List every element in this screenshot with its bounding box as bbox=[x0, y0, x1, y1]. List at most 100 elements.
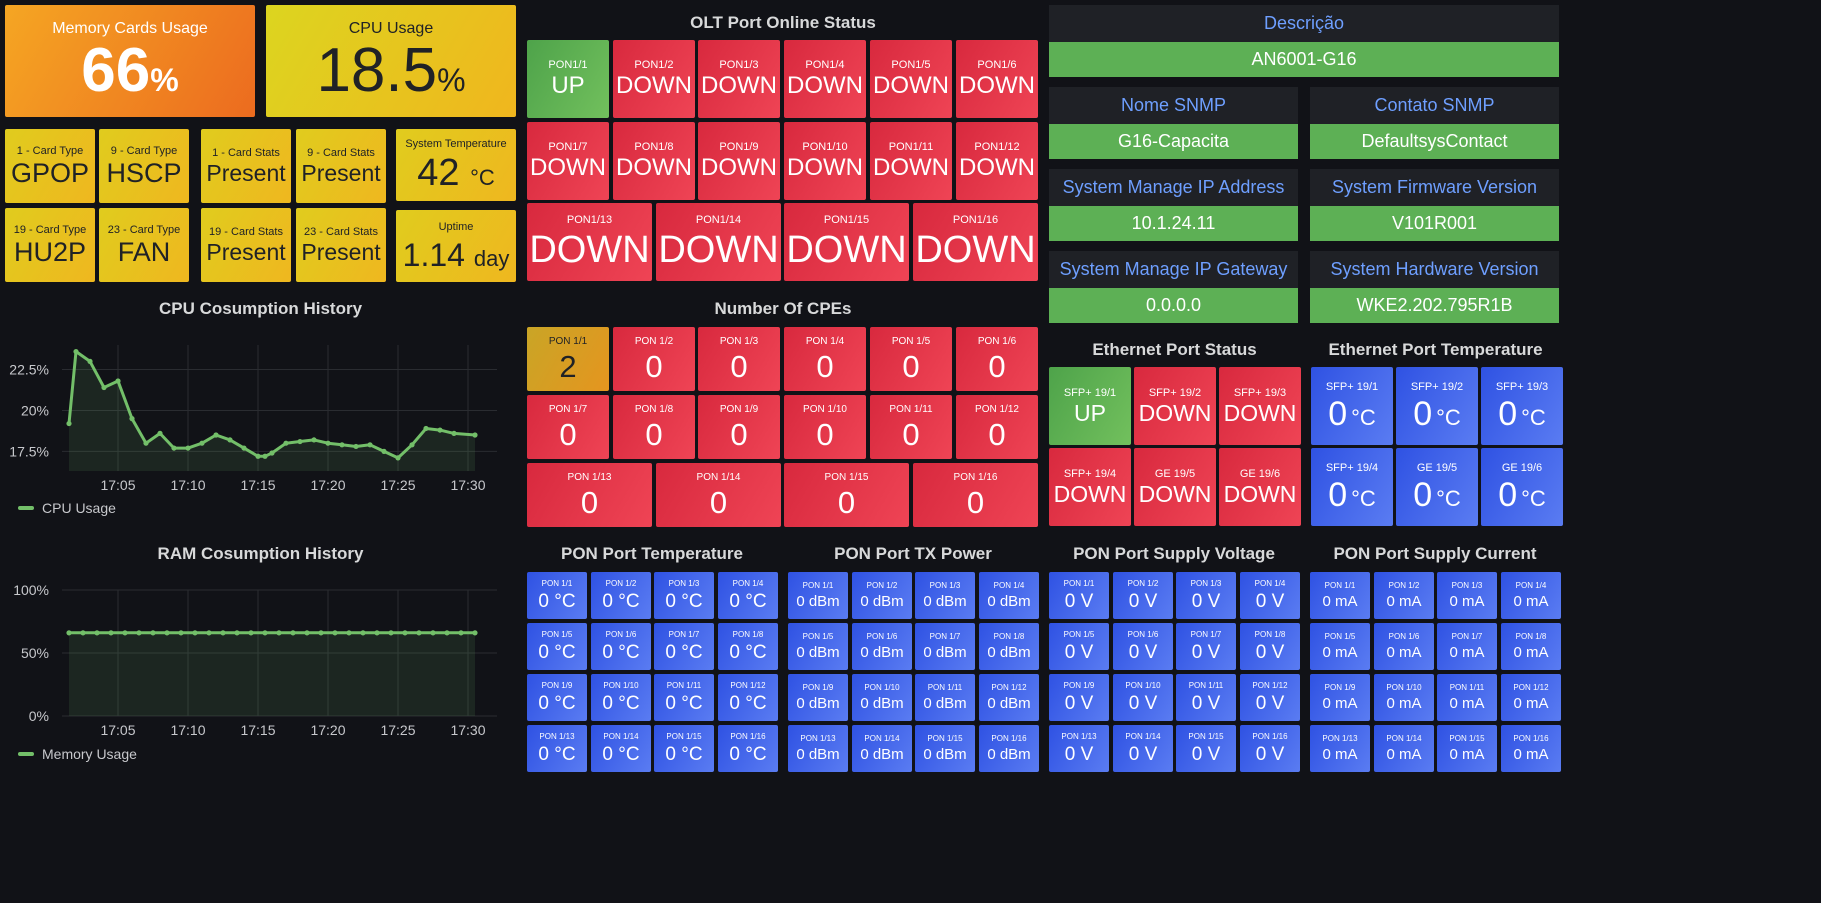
firmware-value: V101R001 bbox=[1310, 206, 1559, 241]
cpu-chart-point-23 bbox=[367, 442, 373, 448]
cpe-port-2-value: 0 bbox=[645, 351, 662, 382]
ram-chart-point-27 bbox=[444, 630, 450, 636]
eth-port-4-number: DOWN bbox=[1053, 480, 1127, 507]
pon-metric-2-9: PON 1/9 0 V bbox=[1049, 674, 1109, 721]
pon-metric-2-2: PON 1/2 0 V bbox=[1113, 572, 1173, 619]
pon-metric-3-11: PON 1/11 0 mA bbox=[1437, 674, 1497, 721]
cpe-port-8-label: PON 1/8 bbox=[634, 403, 674, 415]
pon-metric-2-13: PON 1/13 0 V bbox=[1049, 725, 1109, 772]
olt-port-14: PON1/14 DOWN bbox=[656, 203, 781, 281]
cpe-port-7-number: 0 bbox=[559, 416, 577, 452]
cpe-port-10: PON 1/10 0 bbox=[784, 395, 866, 459]
cpe-port-15-value: 0 bbox=[838, 487, 855, 518]
manage-ip-label: System Manage IP Address bbox=[1049, 169, 1298, 206]
pon-metric-label: PON 1/11 bbox=[666, 681, 702, 690]
hardware-value: WKE2.202.795R1B bbox=[1310, 288, 1559, 323]
eth-temp-1-unit: °C bbox=[1351, 404, 1376, 430]
ram-chart-point-14 bbox=[262, 630, 268, 636]
eth-port-1-number: UP bbox=[1074, 399, 1106, 426]
ram-chart-x-tick-0: 17:05 bbox=[100, 722, 135, 738]
pon-metric-2-7: PON 1/7 0 V bbox=[1176, 623, 1236, 670]
cpe-port-13-label: PON 1/13 bbox=[567, 471, 612, 483]
olt-port-10-value: DOWN bbox=[787, 156, 863, 180]
pon-metric-value: 0 °C bbox=[729, 642, 767, 663]
eth-port-6-number: DOWN bbox=[1223, 480, 1297, 507]
cpe-port-4-label: PON 1/4 bbox=[805, 335, 845, 347]
olt-port-3-label: PON1/3 bbox=[719, 59, 759, 71]
cpu-chart-legend[interactable]: CPU Usage bbox=[18, 500, 116, 516]
pon-metric-label: PON 1/16 bbox=[1252, 732, 1288, 741]
pon-metric-value: 0 dBm bbox=[860, 746, 904, 763]
card-stats-1-number: Present bbox=[301, 159, 381, 186]
pon-metric-1-11: PON 1/11 0 dBm bbox=[915, 674, 975, 721]
cpe-port-10-label: PON 1/10 bbox=[803, 403, 847, 415]
cpu-consumption-chart[interactable]: 17:05 17:10 17:15 17:20 17:25 17:30 22.5% 20% 17… bbox=[0, 330, 521, 500]
cpe-port-6-value: 0 bbox=[988, 351, 1005, 382]
pon-metric-label: PON 1/13 bbox=[800, 734, 836, 743]
olt-port-14-number: DOWN bbox=[658, 229, 779, 271]
eth-port-1-value: UP bbox=[1074, 399, 1106, 426]
pon-metric-0-16: PON 1/16 0 °C bbox=[718, 725, 778, 772]
olt-port-15-value: DOWN bbox=[786, 231, 906, 269]
pon-metric-value: 0 dBm bbox=[987, 695, 1031, 712]
eth-temp-4-label: SFP+ 19/4 bbox=[1325, 461, 1379, 474]
eth-temp-5-value: 0 °C bbox=[1413, 478, 1461, 512]
pon-metric-value: 0 dBm bbox=[796, 644, 840, 661]
pon-metric-label: PON 1/6 bbox=[1127, 630, 1159, 639]
gateway-label: System Manage IP Gateway bbox=[1049, 251, 1298, 288]
ram-consumption-chart[interactable]: 17:05 17:10 17:15 17:20 17:25 17:30 100% 50% 0% bbox=[0, 575, 521, 745]
cpe-port-5-label: PON 1/5 bbox=[891, 335, 931, 347]
pon-metric-label: PON 1/16 bbox=[730, 732, 766, 741]
eth-temp-3-unit: °C bbox=[1521, 404, 1546, 430]
ram-chart-point-29 bbox=[472, 630, 478, 636]
eth-temp-1: SFP+ 19/1 0 °C bbox=[1311, 367, 1393, 445]
ram-chart-point-21 bbox=[360, 630, 366, 636]
olt-port-16: PON1/16 DOWN bbox=[913, 203, 1038, 281]
pon-metric-label: PON 1/8 bbox=[732, 630, 764, 639]
pon-metric-1-12: PON 1/12 0 dBm bbox=[979, 674, 1039, 721]
pon-metric-value: 0 dBm bbox=[796, 695, 840, 712]
cpe-port-11-value: 0 bbox=[902, 419, 919, 450]
pon-metric-1-14: PON 1/14 0 dBm bbox=[852, 725, 912, 772]
olt-port-1-label: PON1/1 bbox=[548, 59, 588, 71]
olt-port-5: PON1/5 DOWN bbox=[870, 40, 952, 118]
ram-chart-legend[interactable]: Memory Usage bbox=[18, 746, 137, 762]
pon-metric-label: PON 1/3 bbox=[1190, 579, 1222, 588]
olt-port-12-value: DOWN bbox=[959, 156, 1035, 180]
eth-temp-3: SFP+ 19/3 0 °C bbox=[1481, 367, 1563, 445]
eth-temp-4: SFP+ 19/4 0 °C bbox=[1311, 448, 1393, 526]
cpu-chart-y-tick-0: 22.5% bbox=[9, 362, 49, 378]
pon-metric-value: 0 V bbox=[1128, 693, 1158, 714]
olt-port-2-value: DOWN bbox=[616, 74, 692, 98]
cpu-chart-x-tick-5: 17:30 bbox=[450, 477, 485, 493]
olt-port-7: PON1/7 DOWN bbox=[527, 122, 609, 200]
pon-metric-0-1: PON 1/1 0 °C bbox=[527, 572, 587, 619]
cpe-port-2-label: PON 1/2 bbox=[634, 335, 674, 347]
cpu-chart-point-9 bbox=[185, 445, 191, 451]
cpes-title: Number Of CPEs bbox=[714, 299, 852, 318]
manage-ip-value: 10.1.24.11 bbox=[1049, 206, 1298, 241]
pon-metric-label: PON 1/12 bbox=[730, 681, 766, 690]
ram-chart-point-11 bbox=[220, 630, 226, 636]
cpu-chart-point-10 bbox=[199, 440, 205, 446]
pon-metric-value: 0 dBm bbox=[923, 644, 967, 661]
pon-metric-1-1: PON 1/1 0 dBm bbox=[788, 572, 848, 619]
pon-metric-value: 0 dBm bbox=[987, 644, 1031, 661]
pon-metric-0-11: PON 1/11 0 °C bbox=[654, 674, 714, 721]
descricao-label: Descrição bbox=[1049, 5, 1559, 42]
pon-metric-label: PON 1/7 bbox=[1190, 630, 1222, 639]
cpu-chart-point-12 bbox=[227, 437, 233, 443]
pon-panel-title-1: PON Port TX Power bbox=[834, 544, 992, 563]
ram-chart-point-3 bbox=[108, 630, 114, 636]
memory-usage-title: Memory Cards Usage bbox=[52, 20, 208, 37]
eth-temp-2-label: SFP+ 19/2 bbox=[1410, 380, 1464, 393]
pon-metric-0-2: PON 1/2 0 °C bbox=[591, 572, 651, 619]
olt-port-5-value: DOWN bbox=[873, 74, 949, 98]
cpe-port-1-value: 2 bbox=[559, 351, 576, 382]
olt-port-15: PON1/15 DOWN bbox=[784, 203, 909, 281]
cpu-chart-y-tick-2: 17.5% bbox=[9, 443, 49, 459]
pon-metric-3-9: PON 1/9 0 mA bbox=[1310, 674, 1370, 721]
descricao-value: AN6001-G16 bbox=[1049, 42, 1559, 77]
cpu-chart-point-30 bbox=[472, 432, 478, 438]
eth-port-3-number: DOWN bbox=[1223, 399, 1297, 426]
